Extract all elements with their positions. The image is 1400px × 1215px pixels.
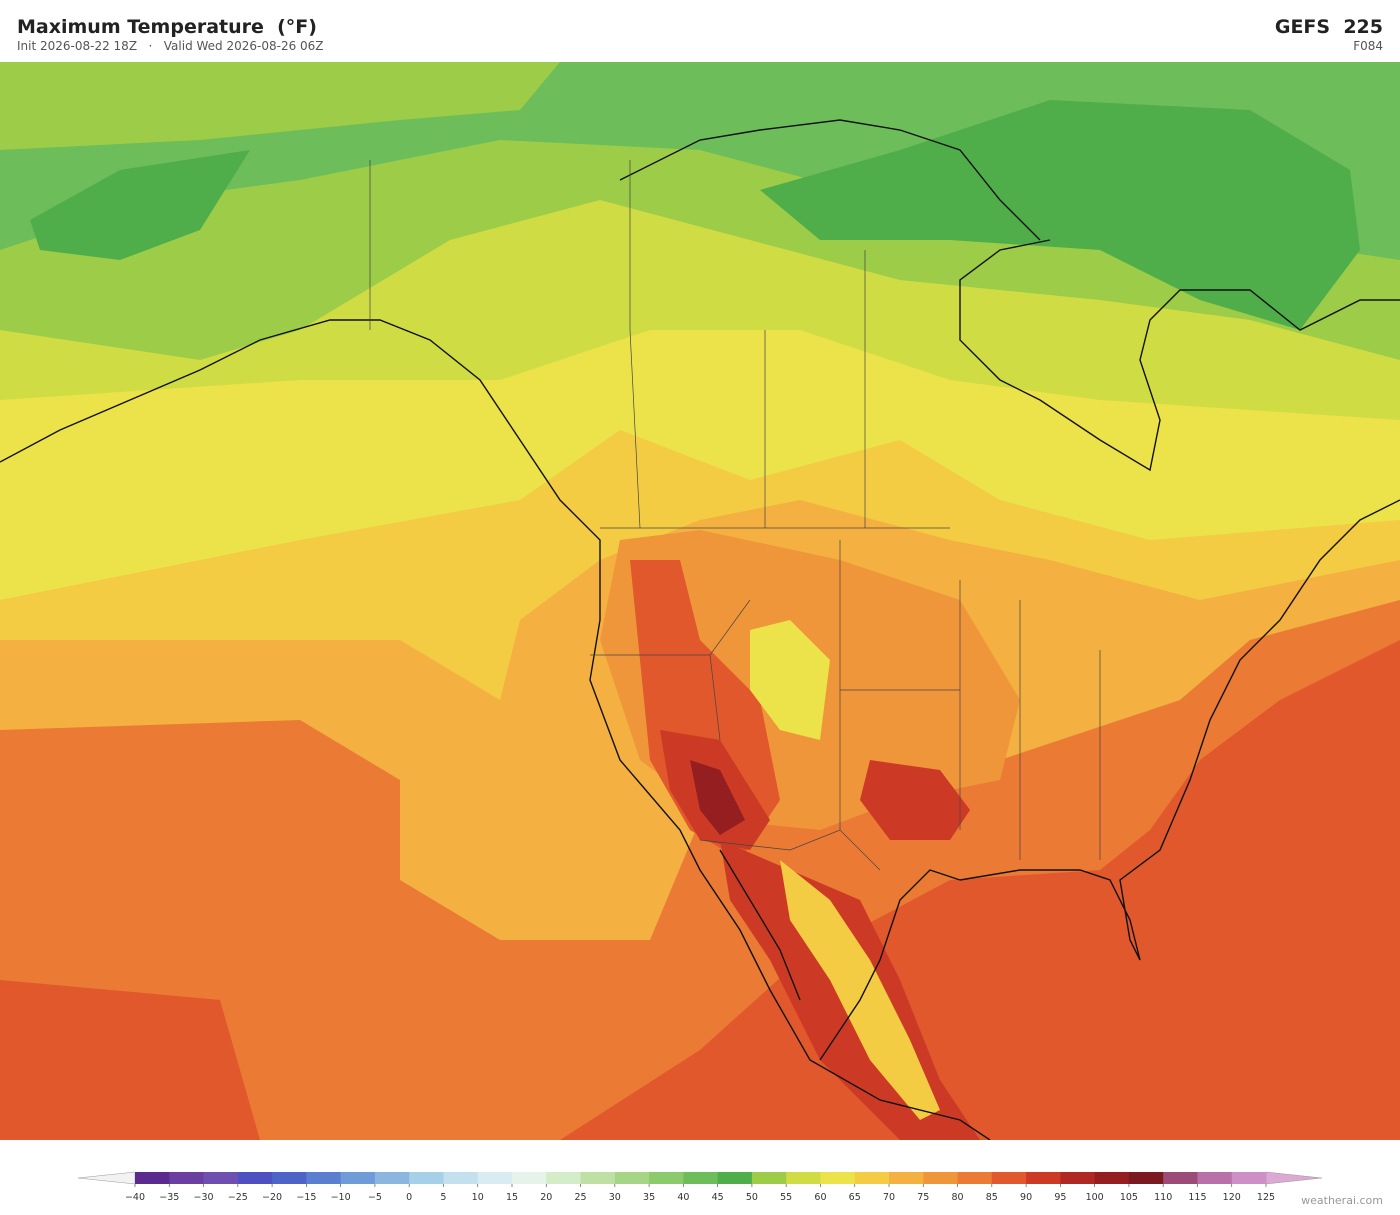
separator: · (148, 39, 153, 53)
tick-label: 115 (1188, 1192, 1206, 1203)
tick-label: 60 (814, 1192, 826, 1203)
tick-label: 20 (540, 1192, 552, 1203)
zone (780, 860, 940, 1120)
tick-label: 120 (1223, 1192, 1241, 1203)
tick-label: 45 (712, 1192, 724, 1203)
color-segment (1094, 1172, 1130, 1184)
color-segment (786, 1172, 821, 1184)
subtitle: Init 2026-08-22 18Z · Valid Wed 2026-08-… (17, 39, 324, 53)
color-segment (649, 1172, 684, 1184)
under-triangle (77, 1171, 136, 1185)
color-segment (374, 1172, 410, 1184)
border (369, 160, 1101, 871)
model: GEFS 225 (1274, 16, 1383, 38)
tick-label: −35 (159, 1192, 179, 1203)
color-segment (889, 1172, 924, 1184)
tick-label: 80 (951, 1192, 963, 1203)
color-segment (751, 1172, 787, 1184)
color-segment (614, 1172, 650, 1184)
coastline (0, 119, 1400, 1140)
tick-label: 40 (677, 1192, 689, 1203)
tick-label: 0 (406, 1192, 412, 1203)
color-segment (512, 1172, 547, 1184)
init-time: Init 2026-08-22 18Z (17, 39, 138, 53)
tick-label: 125 (1257, 1192, 1275, 1203)
color-segment (477, 1172, 513, 1184)
color-segment (340, 1172, 376, 1184)
color-segment (1026, 1172, 1061, 1184)
color-segment (306, 1172, 342, 1184)
forecast-hour: F084 (1353, 39, 1383, 53)
tick-label: −20 (262, 1192, 282, 1203)
zone (760, 100, 1360, 330)
color-segment (991, 1172, 1027, 1184)
zone (690, 760, 745, 835)
color-segment (683, 1172, 719, 1184)
title: Maximum Temperature (°F) (17, 16, 317, 38)
tick-label: 95 (1054, 1192, 1066, 1203)
color-segment (546, 1172, 582, 1184)
tick-label: 100 (1086, 1192, 1104, 1203)
color-segment (1128, 1172, 1164, 1184)
tick-label: 25 (574, 1192, 586, 1203)
tick-label: 70 (883, 1192, 895, 1203)
color-segment (135, 1172, 170, 1184)
color-segment (1231, 1172, 1267, 1184)
colorbar: −40 −35 −30 −25 −20 −15 −10 −5 0 5 10 15 20 25 30 35 40 4… (77, 1171, 1323, 1203)
tick-label: −15 (296, 1192, 316, 1203)
zone (0, 62, 560, 150)
color-segment (169, 1172, 205, 1184)
valid-time: Valid Wed 2026-08-26 06Z (163, 39, 324, 53)
map (0, 62, 1400, 1140)
color-segment (854, 1172, 890, 1184)
color-segment (717, 1172, 753, 1184)
tick-label: 105 (1120, 1192, 1138, 1203)
tick-label: 110 (1154, 1192, 1172, 1203)
color-segment (272, 1172, 307, 1184)
tick-label: 30 (609, 1192, 621, 1203)
tick-label: 55 (780, 1192, 792, 1203)
tick-label: 65 (849, 1192, 861, 1203)
tick-label: 75 (917, 1192, 929, 1203)
tick-label: 50 (746, 1192, 758, 1203)
tick-label: 10 (472, 1192, 484, 1203)
color-segment (820, 1172, 856, 1184)
tick-label: −40 (125, 1192, 145, 1203)
color-segment (1060, 1172, 1096, 1184)
color-segment (443, 1172, 479, 1184)
color-segment (203, 1172, 239, 1184)
zone (30, 150, 250, 260)
tick-label: 15 (506, 1192, 518, 1203)
tick-label: 5 (440, 1192, 446, 1203)
tick-label: −10 (331, 1192, 351, 1203)
color-segment (1197, 1172, 1233, 1184)
color-segment (1163, 1172, 1198, 1184)
over-triangle (1265, 1171, 1323, 1185)
tick-label: 85 (986, 1192, 998, 1203)
tick-label: 35 (643, 1192, 655, 1203)
color-segment (237, 1172, 273, 1184)
tick-label: −25 (228, 1192, 248, 1203)
color-segment (923, 1172, 959, 1184)
tick-label: −5 (368, 1192, 382, 1203)
zone (750, 620, 830, 740)
zone (860, 760, 970, 840)
color-segment (957, 1172, 993, 1184)
credit: weatherai.com (1301, 1194, 1383, 1207)
tick-label: 90 (1020, 1192, 1032, 1203)
color-segment (580, 1172, 616, 1184)
tick-label: −30 (194, 1192, 214, 1203)
color-segment (409, 1172, 444, 1184)
